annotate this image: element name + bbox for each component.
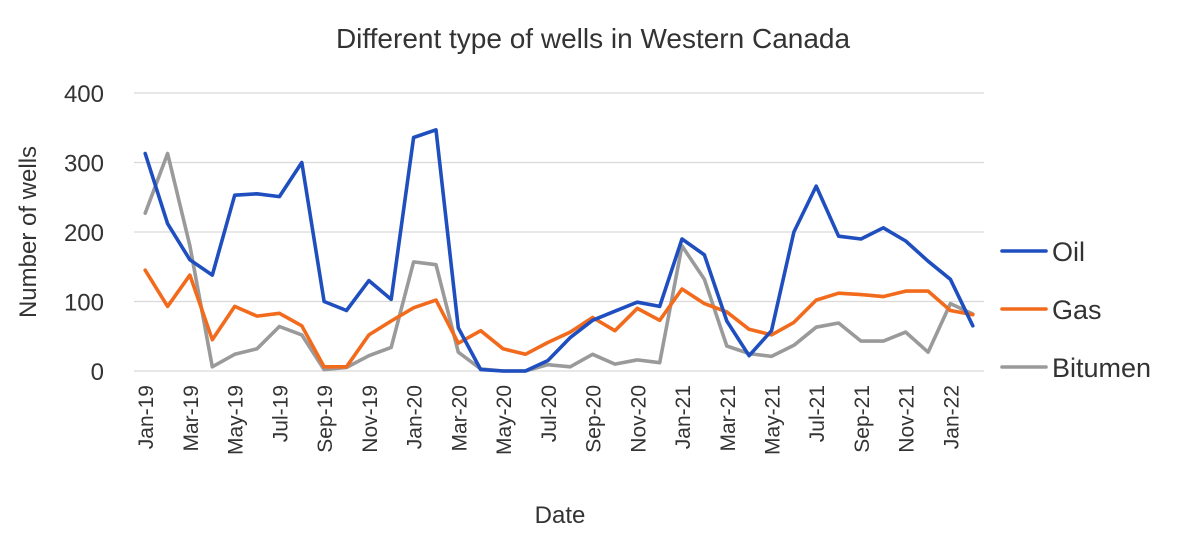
x-tick-label: Nov-21 [896, 385, 919, 453]
x-tick-label: Sep-20 [583, 385, 606, 453]
x-tick-label: Nov-19 [359, 385, 382, 453]
x-tick-label: Jan-20 [404, 385, 427, 449]
x-axis-title: Date [535, 502, 586, 529]
chart-title: Different type of wells in Western Canad… [336, 23, 851, 54]
x-tick-label: Jul-21 [806, 385, 829, 442]
x-tick-label: Jul-19 [269, 385, 292, 442]
x-tick-label: May-20 [493, 385, 516, 455]
x-tick-label: Mar-20 [448, 385, 471, 452]
x-tick-label: Mar-19 [180, 385, 203, 452]
legend: Oil Gas Bitumen [1000, 237, 1151, 383]
y-axis-title: Number of wells [15, 146, 42, 318]
gridlines [134, 92, 984, 372]
y-tick-label: 0 [91, 359, 104, 386]
x-tick-label: May-19 [225, 385, 248, 455]
x-tick-label: May-21 [762, 385, 785, 455]
legend-label-oil: Oil [1052, 237, 1085, 267]
series-line-oil [143, 128, 975, 373]
y-tick-label: 100 [64, 290, 104, 317]
y-tick-label: 200 [64, 220, 104, 247]
legend-label-bitumen: Bitumen [1052, 353, 1151, 383]
series-line-bitumen [143, 151, 975, 373]
x-tick-label: Nov-20 [627, 385, 650, 453]
y-tick-label: 300 [64, 151, 104, 178]
x-tick-label: Jan-21 [672, 385, 695, 449]
x-axis-ticks: Jan-19 Mar-19 May-19 Jul-19 Sep-19 Nov-19 Jan-… [135, 385, 963, 455]
x-tick-label: Sep-21 [851, 385, 874, 453]
x-tick-label: Jul-20 [538, 385, 561, 442]
x-tick-label: Sep-19 [314, 385, 337, 453]
x-tick-label: Jan-22 [940, 385, 963, 449]
y-tick-label: 400 [64, 81, 104, 108]
series-line-gas [143, 268, 975, 369]
series-lines [143, 128, 975, 373]
legend-label-gas: Gas [1052, 295, 1102, 325]
x-tick-label: Mar-21 [717, 385, 740, 452]
x-tick-label: Jan-19 [135, 385, 158, 449]
y-axis-ticks: 0 100 200 300 400 [64, 81, 104, 386]
